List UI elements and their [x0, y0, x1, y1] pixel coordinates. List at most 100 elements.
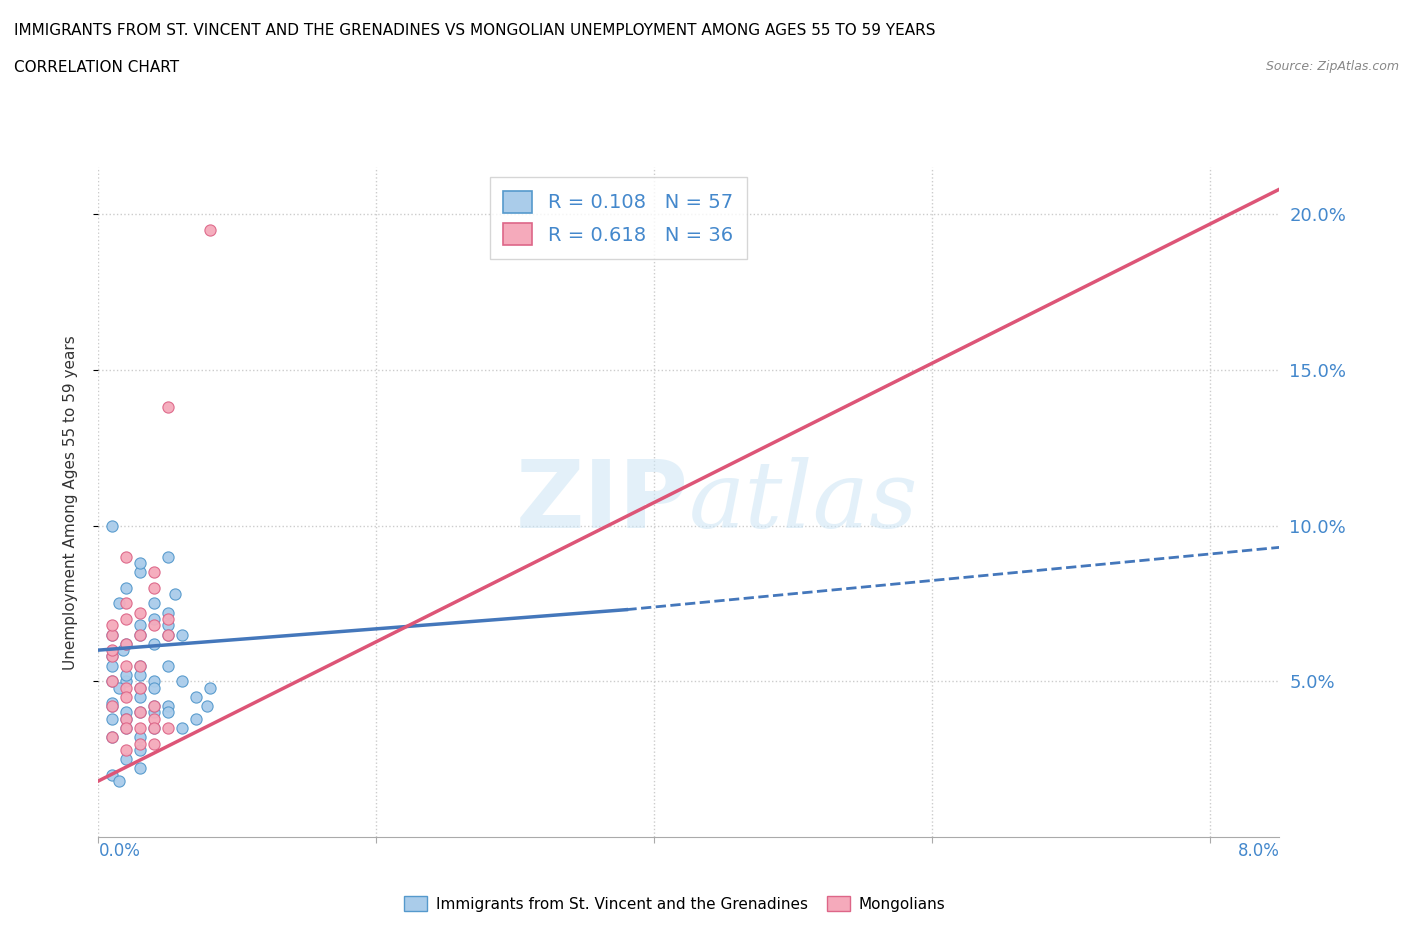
Point [108, 774, 131, 789]
Point [156, 705, 179, 720]
Point [143, 698, 166, 713]
Point [115, 612, 138, 627]
Point [115, 550, 138, 565]
Point [156, 627, 179, 642]
Point [170, 674, 193, 689]
Text: ZIP: ZIP [516, 457, 689, 548]
Point [101, 649, 124, 664]
Point [143, 680, 166, 695]
Y-axis label: Unemployment Among Ages 55 to 59 years: Unemployment Among Ages 55 to 59 years [63, 335, 77, 670]
Point [101, 627, 124, 642]
Text: IMMIGRANTS FROM ST. VINCENT AND THE GRENADINES VS MONGOLIAN UNEMPLOYMENT AMONG A: IMMIGRANTS FROM ST. VINCENT AND THE GREN… [14, 23, 935, 38]
Point [101, 658, 124, 673]
Point [143, 636, 166, 651]
Point [115, 580, 138, 595]
Point [115, 742, 138, 757]
Point [101, 767, 124, 782]
Point [108, 680, 131, 695]
Point [163, 587, 186, 602]
Point [143, 698, 166, 713]
Point [156, 605, 179, 620]
Point [198, 222, 221, 237]
Point [129, 658, 152, 673]
Point [143, 612, 166, 627]
Point [115, 668, 138, 683]
Point [156, 627, 179, 642]
Point [129, 680, 152, 695]
Point [143, 674, 166, 689]
Legend: R = 0.108   N = 57, R = 0.618   N = 36: R = 0.108 N = 57, R = 0.618 N = 36 [489, 177, 747, 259]
Point [115, 721, 138, 736]
Legend: Immigrants from St. Vincent and the Grenadines, Mongolians: Immigrants from St. Vincent and the Gren… [398, 889, 952, 918]
Point [115, 751, 138, 766]
Point [129, 721, 152, 736]
Point [129, 761, 152, 776]
Point [115, 596, 138, 611]
Point [143, 737, 166, 751]
Text: Source: ZipAtlas.com: Source: ZipAtlas.com [1265, 60, 1399, 73]
Point [101, 730, 124, 745]
Point [129, 730, 152, 745]
Point [129, 737, 152, 751]
Point [129, 605, 152, 620]
Point [115, 721, 138, 736]
Point [101, 618, 124, 632]
Point [115, 711, 138, 726]
Point [115, 636, 138, 651]
Point [184, 689, 207, 704]
Point [101, 730, 124, 745]
Point [101, 649, 124, 664]
Point [143, 721, 166, 736]
Text: CORRELATION CHART: CORRELATION CHART [14, 60, 179, 75]
Point [129, 668, 152, 683]
Text: 8.0%: 8.0% [1237, 842, 1279, 859]
Point [143, 596, 166, 611]
Point [101, 643, 124, 658]
Point [195, 698, 218, 713]
Point [129, 565, 152, 579]
Point [101, 698, 124, 713]
Point [156, 658, 179, 673]
Point [156, 612, 179, 627]
Point [115, 636, 138, 651]
Point [108, 596, 131, 611]
Point [156, 400, 179, 415]
Point [129, 618, 152, 632]
Point [115, 674, 138, 689]
Point [115, 711, 138, 726]
Point [198, 680, 221, 695]
Text: atlas: atlas [689, 458, 918, 547]
Point [101, 627, 124, 642]
Point [156, 618, 179, 632]
Point [129, 742, 152, 757]
Point [143, 580, 166, 595]
Point [143, 721, 166, 736]
Point [143, 711, 166, 726]
Point [129, 705, 152, 720]
Point [143, 705, 166, 720]
Point [129, 689, 152, 704]
Point [184, 711, 207, 726]
Point [115, 689, 138, 704]
Point [101, 518, 124, 533]
Point [115, 658, 138, 673]
Point [101, 698, 124, 713]
Point [101, 711, 124, 726]
Point [101, 674, 124, 689]
Point [156, 698, 179, 713]
Point [129, 555, 152, 570]
Point [112, 643, 135, 658]
Point [129, 680, 152, 695]
Point [129, 658, 152, 673]
Point [129, 627, 152, 642]
Point [101, 674, 124, 689]
Point [115, 705, 138, 720]
Point [143, 618, 166, 632]
Point [129, 705, 152, 720]
Point [156, 550, 179, 565]
Point [170, 627, 193, 642]
Point [156, 721, 179, 736]
Point [143, 565, 166, 579]
Point [101, 696, 124, 711]
Point [115, 680, 138, 695]
